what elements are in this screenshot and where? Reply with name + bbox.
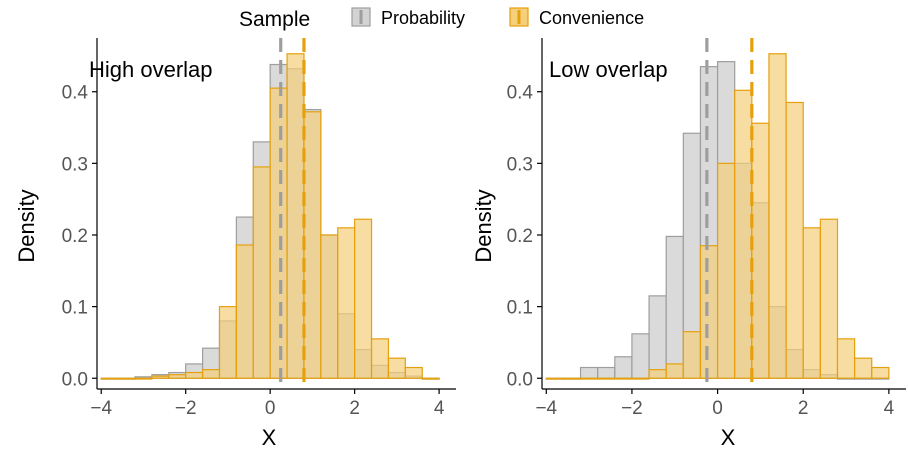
convenience-bar [768,53,787,379]
convenience-bar [699,245,719,379]
convenience-bar [785,101,804,379]
convenience-bar [168,374,187,379]
convenience-bar [201,369,221,379]
probability-bar [597,366,616,379]
convenience-bar [579,377,599,380]
convenience-bar [631,377,650,380]
legend-label-convenience: Convenience [539,8,644,28]
legend: Sample Probability Convenience [239,7,644,31]
y-tick-label: 0.3 [62,154,88,175]
panel-label: Low overlap [549,57,668,82]
y-tick-label: 0.0 [62,369,88,390]
y-ticks: 0.0 0.1 0.2 0.3 0.4 [62,83,97,390]
convenience-bar [545,377,565,380]
convenience-bar [421,377,440,380]
convenience-bar [117,377,136,380]
x-ticks: −4 −2 0 2 4 [90,389,445,419]
x-tick-label: 4 [434,398,445,419]
legend-label-probability: Probability [381,8,465,28]
y-tick-label: 0.2 [507,226,533,247]
probability-bar [665,235,684,379]
histogram-bars [545,53,890,380]
y-tick-label: 0.3 [507,154,533,175]
convenience-bar [871,366,890,379]
x-tick-label: 4 [884,398,895,419]
y-tick-label: 0.2 [62,226,88,247]
y-axis-label: Density [14,189,39,262]
convenience-bar [370,338,390,379]
x-tick-label: 2 [349,398,360,419]
convenience-bar [252,166,271,379]
y-tick-label: 0.1 [62,298,88,319]
convenience-bar [648,369,667,379]
y-axis-label: Density [471,189,496,262]
x-axis-label: X [262,425,277,450]
convenience-bar [854,357,873,379]
x-tick-label: 2 [798,398,809,419]
convenience-bar [151,375,170,379]
convenience-bar [716,162,736,379]
x-tick-label: −4 [535,398,557,419]
mean-lines [279,38,306,389]
legend-title: Sample [239,8,310,31]
convenience-bar [819,218,839,379]
convenience-bar [218,306,237,379]
convenience-bar [235,244,254,379]
convenience-bar [597,377,616,380]
convenience-bar [354,218,373,379]
x-ticks: −4 −2 0 2 4 [535,389,895,419]
x-axis-label: X [721,425,736,450]
panel-label: High overlap [89,57,213,82]
convenience-bar [387,357,406,379]
convenience-bar [337,227,356,379]
y-tick-label: 0.4 [62,83,89,104]
y-tick-label: 0.1 [507,298,533,319]
probability-bar [614,356,633,379]
convenience-bar [185,371,204,379]
probability-bar [648,295,667,379]
convenience-bar [134,377,153,380]
x-tick-label: −2 [175,398,197,419]
x-tick-label: −4 [90,398,112,419]
x-tick-label: 0 [712,398,723,419]
convenience-bar [404,366,423,379]
histogram-bars [100,53,440,380]
panel-high-overlap: 0.0 0.1 0.2 0.3 0.4 −4 −2 0 2 4 High overlap X D… [14,38,456,450]
convenience-bar [562,377,582,380]
convenience-bar [665,363,684,379]
convenience-bar [802,227,821,379]
convenience-bar [269,87,288,379]
probability-bar [631,333,650,379]
convenience-bar [320,234,339,379]
convenience-bar [614,377,633,380]
panel-low-overlap: 0.0 0.1 0.2 0.3 0.4 −4 −2 0 2 4 Low overlap X De… [471,38,906,450]
convenience-bar [303,111,322,379]
probability-bar [579,366,599,379]
convenience-bar [734,89,753,379]
y-tick-label: 0.4 [507,83,534,104]
convenience-bar [836,338,856,379]
convenience-bar [286,53,305,379]
mean-lines [705,38,754,389]
convenience-bar [682,331,702,379]
x-tick-label: 0 [265,398,276,419]
convenience-bar [751,122,770,379]
x-tick-label: −2 [621,398,643,419]
y-ticks: 0.0 0.1 0.2 0.3 0.4 [507,83,542,390]
convenience-bar [100,377,119,380]
y-tick-label: 0.0 [507,369,533,390]
